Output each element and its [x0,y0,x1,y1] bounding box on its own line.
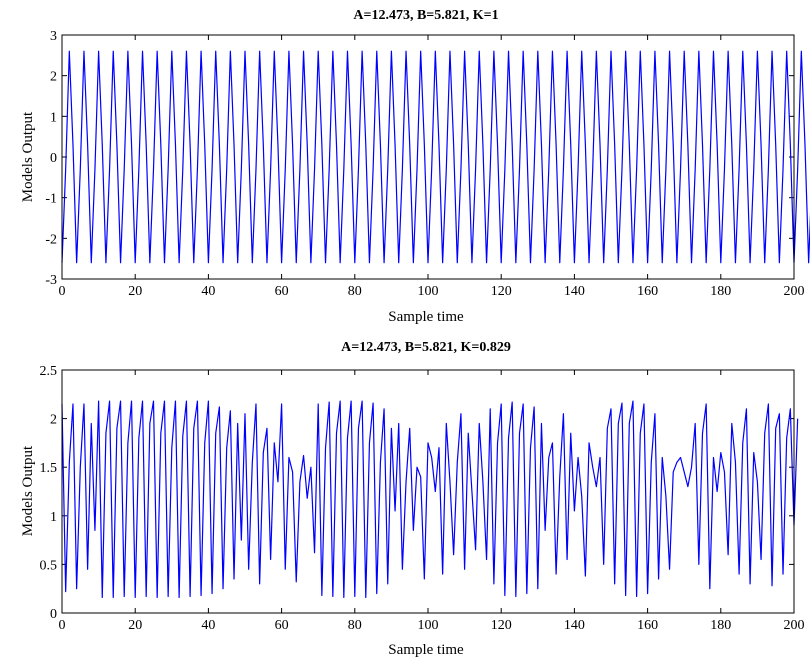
y-tick-label: 2 [50,413,57,428]
x-tick-label: 180 [710,618,731,633]
x-tick-label: 40 [201,284,215,299]
x-tick-label: 80 [348,618,362,633]
x-tick-label: 100 [418,618,439,633]
series-layer [62,401,798,597]
chart-top: A=12.473, B=5.821, K=1 Models Output Sam… [20,8,810,325]
y-axis-title: Models Output [20,445,36,536]
chart-bottom: A=12.473, B=5.821, K=0.829 Models Output… [20,340,805,658]
plot-frame [62,370,794,613]
x-tick-label: 0 [59,284,66,299]
series-line [62,51,810,262]
x-tick-label: 120 [491,284,512,299]
chart-title: A=12.473, B=5.821, K=0.829 [341,340,511,355]
x-tick-label: 160 [637,618,658,633]
series-line [62,401,798,597]
y-tick-label: -1 [45,192,57,207]
x-tick-label: 180 [710,284,731,299]
x-tick-label: 100 [418,284,439,299]
y-tick-label: 2.5 [40,364,58,379]
x-tick-label: 0 [59,618,66,633]
y-tick-label: -3 [45,273,57,288]
y-tick-label: 1 [50,110,57,125]
y-tick-label: 3 [50,29,57,44]
x-tick-label: 140 [564,284,585,299]
y-tick-label: 0.5 [40,558,58,573]
x-tick-label: 120 [491,618,512,633]
x-tick-label: 200 [784,284,805,299]
x-tick-label: 40 [201,618,215,633]
x-axis-title: Sample time [388,309,464,325]
chart-title: A=12.473, B=5.821, K=1 [353,8,498,23]
x-tick-label: 60 [275,284,289,299]
y-tick-label: 1 [50,510,57,525]
y-axis-title: Models Output [20,111,36,202]
plot-frame [62,35,794,279]
x-tick-label: 160 [637,284,658,299]
x-tick-label: 20 [128,284,142,299]
x-tick-label: 60 [275,618,289,633]
y-tick-label: 1.5 [40,461,58,476]
x-tick-label: 140 [564,618,585,633]
y-tick-label: 0 [50,151,57,166]
x-tick-label: 80 [348,284,362,299]
y-tick-label: 2 [50,70,57,85]
series-layer [62,51,810,262]
y-tick-label: -2 [45,232,57,247]
x-axis-title: Sample time [388,642,464,658]
x-tick-label: 20 [128,618,142,633]
y-tick-label: 0 [50,607,57,622]
x-tick-label: 200 [784,618,805,633]
